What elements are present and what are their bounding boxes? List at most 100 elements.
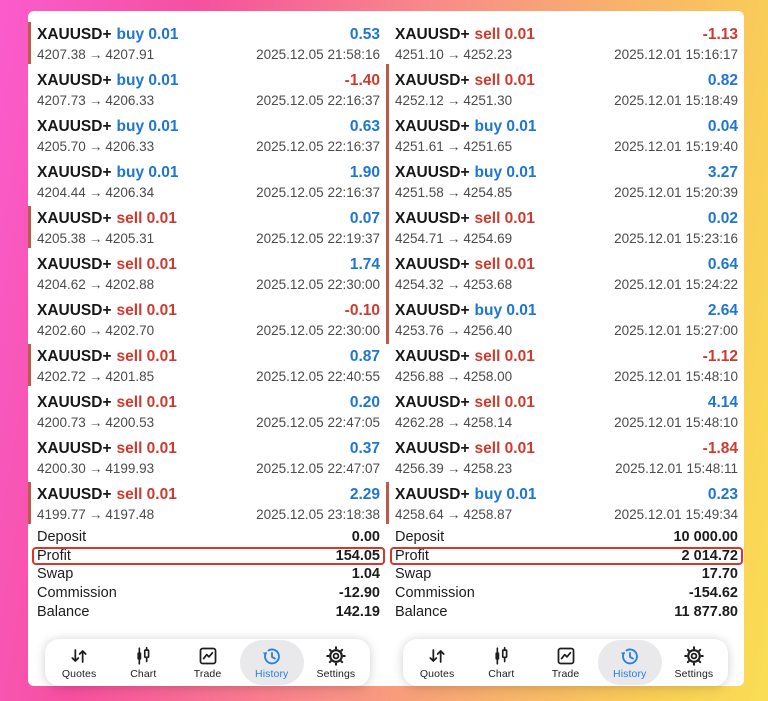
arrow-right-icon: →	[446, 323, 461, 338]
trade-row[interactable]: XAUUSD+ buy 0.01 1.90 4204.44 → 4206.34 2025.1…	[37, 158, 380, 204]
trade-open-price: 4204.44	[37, 185, 86, 200]
trade-open-price: 4256.39	[395, 461, 444, 476]
trade-close-time: 2025.12.05 22:47:05	[256, 415, 380, 430]
trade-row[interactable]: XAUUSD+ buy 0.01 -1.40 4207.73 → 4206.33 2025.…	[37, 66, 380, 112]
trade-row[interactable]: XAUUSD+ sell 0.01 -0.10 4202.60 → 4202.70 2025…	[37, 296, 380, 342]
trade-symbol: XAUUSD+	[37, 486, 112, 503]
trade-close-price: 4201.85	[105, 369, 155, 384]
bottom-navbar: Quotes Chart Trade History Settings	[403, 638, 728, 686]
trade-row[interactable]: XAUUSD+ sell 0.01 4.14 4262.28 → 4258.14 2025.…	[395, 388, 738, 434]
trade-open-close: 4200.73 → 4200.53	[37, 413, 154, 432]
trade-close-price: 4205.31	[105, 231, 155, 246]
summary-row: Balance 11 877.80	[395, 602, 738, 621]
nav-item-label: Quotes	[61, 667, 97, 680]
trade-open-price: 4253.76	[395, 323, 444, 338]
trade-open-close: 4262.28 → 4258.14	[395, 413, 512, 432]
summary-label: Deposit	[37, 529, 87, 546]
trade-side: sell 0.01	[474, 72, 535, 89]
trade-open-close: 4200.30 → 4199.93	[37, 459, 154, 478]
nav-item-quotes[interactable]: Quotes	[405, 640, 469, 685]
trade-profit: 0.53	[349, 26, 380, 43]
trade-row[interactable]: XAUUSD+ buy 0.01 0.04 4251.61 → 4251.65 2025.1…	[386, 110, 738, 160]
trade-open-price: 4205.38	[37, 231, 86, 246]
trade-row[interactable]: XAUUSD+ sell 0.01 0.07 4205.38 → 4205.31 2025.…	[28, 204, 380, 250]
nav-item-quotes[interactable]: Quotes	[47, 640, 111, 685]
trade-close-time: 2025.12.05 22:19:37	[256, 231, 380, 246]
arrow-right-icon: →	[88, 507, 103, 522]
trade-symbol: XAUUSD+	[37, 440, 112, 457]
nav-item-label: History	[255, 667, 289, 680]
settings-icon	[325, 645, 347, 667]
summary-row: Deposit 0.00	[37, 528, 380, 547]
trade-open-close: 4204.44 → 4206.34	[37, 183, 154, 202]
arrow-right-icon: →	[446, 461, 461, 476]
trade-row[interactable]: XAUUSD+ buy 0.01 3.27 4251.58 → 4254.85 2025.1…	[386, 156, 738, 206]
nav-item-trade[interactable]: Trade	[175, 640, 239, 685]
nav-item-settings[interactable]: Settings	[662, 640, 726, 685]
profit-highlight-row: Profit 154.05	[32, 546, 385, 566]
trade-row[interactable]: XAUUSD+ buy 0.01 0.63 4205.70 → 4206.33 2025.1…	[37, 112, 380, 158]
trade-icon	[555, 645, 577, 667]
arrow-right-icon: →	[88, 139, 103, 154]
trade-row[interactable]: XAUUSD+ sell 0.01 0.82 4252.12 → 4251.30 2025.…	[386, 64, 738, 114]
trade-side: sell 0.01	[116, 348, 177, 365]
trade-close-time: 2025.12.01 15:49:34	[614, 507, 738, 522]
trade-close-time: 2025.12.01 15:23:16	[614, 231, 738, 246]
trade-close-time: 2025.12.05 22:16:37	[256, 185, 380, 200]
trade-profit: 0.87	[349, 348, 380, 365]
trade-row[interactable]: XAUUSD+ sell 0.01 0.20 4200.73 → 4200.53 2025.…	[37, 388, 380, 434]
trade-open-close: 4207.38 → 4207.91	[37, 45, 154, 64]
trade-row[interactable]: XAUUSD+ sell 0.01 0.02 4254.71 → 4254.69 2025.…	[386, 202, 738, 252]
arrow-right-icon: →	[88, 461, 103, 476]
trade-side: buy 0.01	[474, 486, 537, 503]
summary-row: Swap 1.04	[37, 565, 380, 584]
trade-symbol: XAUUSD+	[37, 256, 112, 273]
trade-row[interactable]: XAUUSD+ sell 0.01 0.64 4254.32 → 4253.68 2025.…	[386, 248, 738, 298]
trade-close-time: 2025.12.05 22:47:07	[256, 461, 380, 476]
summary-label: Profit	[395, 547, 429, 564]
trade-profit: 2.64	[707, 302, 738, 319]
trade-row[interactable]: XAUUSD+ sell 0.01 0.37 4200.30 → 4199.93 2025.…	[37, 434, 380, 480]
trade-row[interactable]: XAUUSD+ sell 0.01 -1.12 4256.88 → 4258.00 2025…	[395, 342, 738, 388]
nav-item-chart[interactable]: Chart	[111, 640, 175, 685]
trade-row[interactable]: XAUUSD+ sell 0.01 0.87 4202.72 → 4201.85 2025.…	[28, 342, 380, 388]
trade-close-time: 2025.12.01 15:48:10	[614, 415, 738, 430]
trade-profit: 0.02	[707, 210, 738, 227]
trade-open-price: 4251.58	[395, 185, 444, 200]
arrow-right-icon: →	[446, 231, 461, 246]
nav-item-chart[interactable]: Chart	[469, 640, 533, 685]
trade-row[interactable]: XAUUSD+ buy 0.01 0.23 4258.64 → 4258.87 2025.1…	[386, 480, 738, 526]
summary-label: Profit	[37, 547, 71, 564]
trade-row[interactable]: XAUUSD+ buy 0.01 0.53 4207.38 → 4207.91 2025.1…	[28, 20, 380, 66]
trade-list: XAUUSD+ sell 0.01 -1.13 4251.10 → 4252.23 2025…	[386, 20, 738, 526]
nav-item-history[interactable]: History	[239, 639, 304, 685]
trade-close-time: 2025.12.05 23:18:38	[256, 507, 380, 522]
trade-close-price: 4254.69	[463, 231, 513, 246]
trade-row[interactable]: XAUUSD+ sell 0.01 1.74 4204.62 → 4202.88 2025.…	[37, 250, 380, 296]
trade-open-close: 4202.72 → 4201.85	[37, 367, 154, 386]
trade-open-close: 4254.71 → 4254.69	[395, 229, 512, 248]
trade-profit: 0.04	[707, 118, 738, 135]
trade-profit: 0.23	[707, 486, 738, 503]
trade-open-price: 4254.71	[395, 231, 444, 246]
summary-value: -12.90	[338, 585, 380, 602]
trade-row[interactable]: XAUUSD+ sell 0.01 -1.13 4251.10 → 4252.23 2025…	[395, 20, 738, 66]
trade-row[interactable]: XAUUSD+ buy 0.01 2.64 4253.76 → 4256.40 2025.1…	[386, 294, 738, 344]
nav-item-settings[interactable]: Settings	[304, 640, 368, 685]
summary-label: Commission	[37, 585, 117, 602]
trade-side: sell 0.01	[116, 440, 177, 457]
trade-open-close: 4254.32 → 4253.68	[395, 275, 512, 294]
trade-open-close: 4202.60 → 4202.70	[37, 321, 154, 340]
trade-symbol: XAUUSD+	[395, 26, 470, 43]
nav-item-history[interactable]: History	[597, 639, 662, 685]
nav-item-trade[interactable]: Trade	[533, 640, 597, 685]
trade-list: XAUUSD+ buy 0.01 0.53 4207.38 → 4207.91 2025.1…	[28, 20, 380, 526]
trade-close-price: 4199.93	[105, 461, 155, 476]
trade-profit: 3.27	[707, 164, 738, 181]
nav-item-label: Chart	[130, 667, 157, 680]
trade-row[interactable]: XAUUSD+ sell 0.01 -1.84 4256.39 → 4258.23 2025…	[395, 434, 738, 480]
trade-close-price: 4206.33	[105, 139, 155, 154]
nav-item-label: Settings	[674, 667, 714, 680]
trade-row[interactable]: XAUUSD+ sell 0.01 2.29 4199.77 → 4197.48 2025.…	[28, 480, 380, 526]
trade-open-price: 4207.73	[37, 93, 86, 108]
